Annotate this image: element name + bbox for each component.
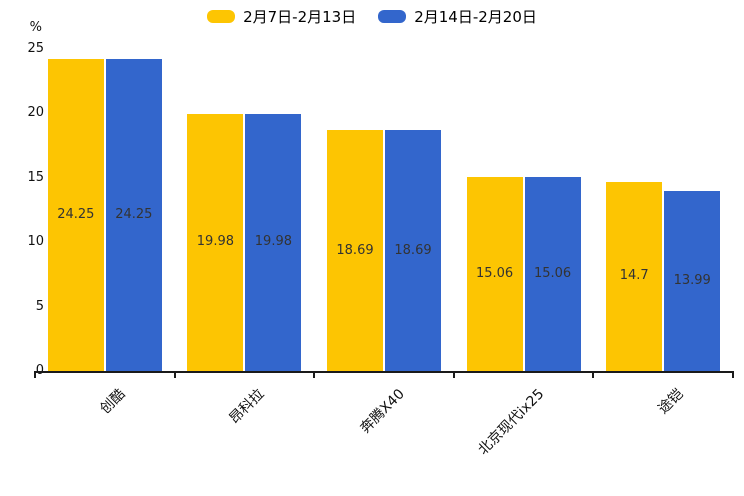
bar-value-label: 18.69 bbox=[394, 242, 432, 258]
x-axis-label-奔腾X40: 奔腾X40 bbox=[356, 386, 408, 437]
x-axis-label-途铠: 途铠 bbox=[655, 386, 687, 418]
legend-item-week1: 2月7日-2月13日 bbox=[207, 6, 356, 27]
yellow-swatch-icon bbox=[207, 10, 236, 23]
bar-value-label: 15.06 bbox=[475, 266, 514, 281]
x-axis-tick bbox=[313, 373, 316, 378]
x-axis-line bbox=[34, 371, 734, 373]
bar-奔腾X40-series1 bbox=[327, 130, 383, 371]
x-axis-tick bbox=[732, 373, 734, 378]
bar-value-label: 15.06 bbox=[533, 266, 572, 281]
bar-value-label: 18.69 bbox=[336, 242, 374, 258]
bar-北京现代ix25-series1 bbox=[466, 177, 523, 371]
x-axis-tick bbox=[592, 373, 595, 378]
y-axis-tick-label: 10 bbox=[27, 234, 44, 250]
bar-途铠-series1 bbox=[606, 181, 663, 371]
y-axis-tick-label: 0 bbox=[0, 363, 44, 379]
legend-label-week1: 2月7日-2月13日 bbox=[243, 8, 357, 26]
x-axis-tick bbox=[173, 373, 176, 378]
y-axis-tick-label: 20 bbox=[27, 105, 44, 121]
x-axis-label-创酷: 创酷 bbox=[97, 386, 129, 418]
legend-label-week2: 2月14日-2月20日 bbox=[414, 8, 537, 26]
y-axis-tick-label: 5 bbox=[35, 298, 44, 314]
bar-北京现代ix25-series2 bbox=[524, 177, 581, 371]
bar-创酷-series2 bbox=[105, 58, 162, 371]
bar-value-label: 19.98 bbox=[196, 234, 234, 250]
bar-value-label: 24.25 bbox=[115, 206, 153, 222]
bar-创酷-series1 bbox=[47, 58, 104, 371]
bar-value-label: 13.99 bbox=[673, 272, 711, 288]
bar-value-label: 19.98 bbox=[254, 234, 292, 250]
bar-昂科拉-series1 bbox=[187, 113, 244, 371]
bar-途铠-series2 bbox=[664, 190, 721, 371]
bar-昂科拉-series2 bbox=[245, 113, 302, 371]
x-axis-label-北京现代ix25: 北京现代ix25 bbox=[474, 386, 548, 459]
legend: 2月7日-2月13日 2月14日-2月20日 bbox=[0, 6, 744, 27]
y-axis-tick-label: 25 bbox=[27, 41, 44, 56]
y-axis-unit-label: % bbox=[29, 20, 42, 35]
blue-swatch-icon bbox=[378, 10, 407, 23]
x-axis-tick bbox=[34, 373, 36, 378]
x-axis-tick bbox=[452, 373, 455, 378]
legend-item-week2: 2月14日-2月20日 bbox=[378, 6, 537, 27]
x-axis-label-昂科拉: 昂科拉 bbox=[226, 386, 268, 428]
y-axis-tick-label: 15 bbox=[27, 169, 44, 185]
bar-value-label: 14.7 bbox=[619, 268, 649, 284]
bar-奔腾X40-series2 bbox=[385, 130, 441, 371]
bar-value-label: 24.25 bbox=[57, 206, 95, 222]
